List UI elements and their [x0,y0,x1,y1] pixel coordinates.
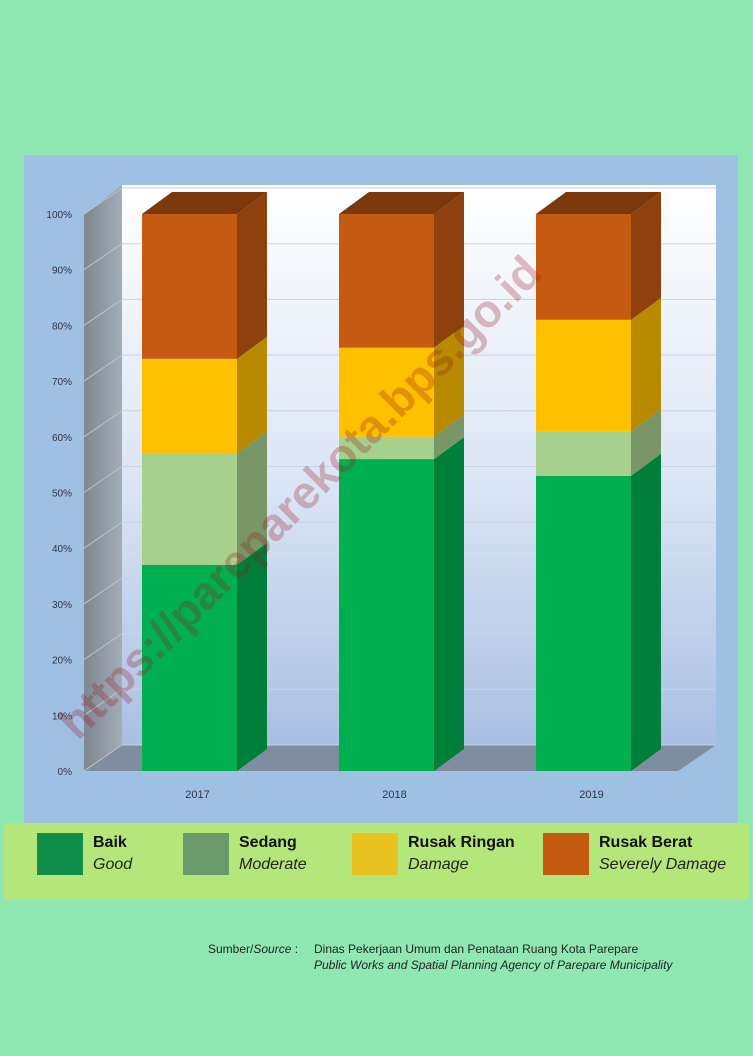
bar-segment [142,358,237,454]
legend: Baik Good Sedang Moderate Rusak Ringan D… [4,823,749,899]
bar-segment-side [237,192,267,359]
bar-segment [536,214,631,320]
y-tick-label: 30% [52,600,72,611]
legend-label-rusak-berat: Rusak Berat [599,834,693,851]
gridline-side [83,410,123,438]
legend-label-rusak-ringan: Rusak Ringan [408,834,515,851]
legend-swatch-rusak-berat [543,833,589,875]
bar-segment [339,214,434,348]
y-tick-label: 90% [52,266,72,277]
source-label-en: Source [253,942,292,956]
x-axis-labels: 2017 2018 2019 [185,789,603,801]
legend-swatch-sedang [183,833,229,875]
x-tick-label: 2017 [185,789,209,801]
gridline-side [83,354,123,382]
x-tick-label: 2018 [382,789,406,801]
chart-side-wall [84,185,122,771]
y-tick-label: 40% [52,544,72,555]
bar-top [536,192,661,214]
y-tick-label: 0% [58,767,73,778]
y-tick-label: 10% [52,711,72,722]
source-label: Sumber/Source : [208,941,298,957]
bar-segment-side [631,453,661,771]
bar-segment [536,431,631,476]
bar-segment-side [237,542,267,771]
bar-segment-side [434,437,464,771]
gridline-side [83,577,123,605]
source-line-id: Dinas Pekerjaan Umum dan Penataan Ruang … [314,942,639,956]
chart-panel: 0% 10% 20% 30% 40% 50% 60% 70% 80% 90% 100% 2017 20… [24,155,738,823]
bars [142,192,661,771]
stacked-bar-chart: 0%10%20%30%40%50%60%70%80%90%100% 2017 20… [46,185,716,801]
gridline-side [83,688,123,716]
legend-swatch-rusak-ringan [352,833,398,875]
bar-segment [142,214,237,359]
bar-segment-side [631,297,661,432]
bar-segment-side [434,192,464,348]
bar-segment [536,475,631,771]
legend-label-sedang: Sedang [239,834,297,851]
bar-segment-side [631,192,661,320]
bar-segment [339,436,434,460]
y-tick-label: 100% [46,210,72,221]
y-tick-label: 50% [52,489,72,500]
legend-swatch-baik [37,833,83,875]
source-line-en: Public Works and Spatial Planning Agency… [314,958,673,972]
bar-segment-side [434,414,464,460]
legend-sublabel-moderate: Moderate [239,856,307,873]
gridline-side [83,633,123,661]
bar-segment [142,453,237,565]
bar-top [142,192,267,214]
legend-sublabel-damage: Damage [408,856,469,873]
legend-sublabel-good: Good [93,856,133,873]
bar-segment-side [434,325,464,437]
legend-label-baik: Baik [93,834,127,851]
bar-segment-side [237,431,267,565]
y-tick-label: 20% [52,656,72,667]
x-tick-label: 2019 [579,789,603,801]
bar-segment [339,459,434,771]
y-tick-label: 80% [52,321,72,332]
bar-segment-side [631,409,661,476]
bar-segment-side [237,336,267,454]
source-label-id: Sumber/ [208,942,254,956]
y-tick-label: 70% [52,377,72,388]
bar-segment [339,347,434,437]
gridline-side [83,298,123,326]
bar-segment [142,564,237,771]
gridline-side [83,466,123,493]
gridline-side [83,243,123,271]
y-axis-labels: 0% 10% 20% 30% 40% 50% 60% 70% 80% 90% 100% [46,210,72,778]
bar-top [339,192,464,214]
gridline-side [83,187,123,215]
y-tick-label: 60% [52,433,72,444]
gridline-side [83,521,123,549]
bar-segment [536,319,631,432]
legend-sublabel-severely-damage: Severely Damage [599,856,727,873]
source-separator: : [291,942,299,956]
gridline-side [83,744,123,772]
